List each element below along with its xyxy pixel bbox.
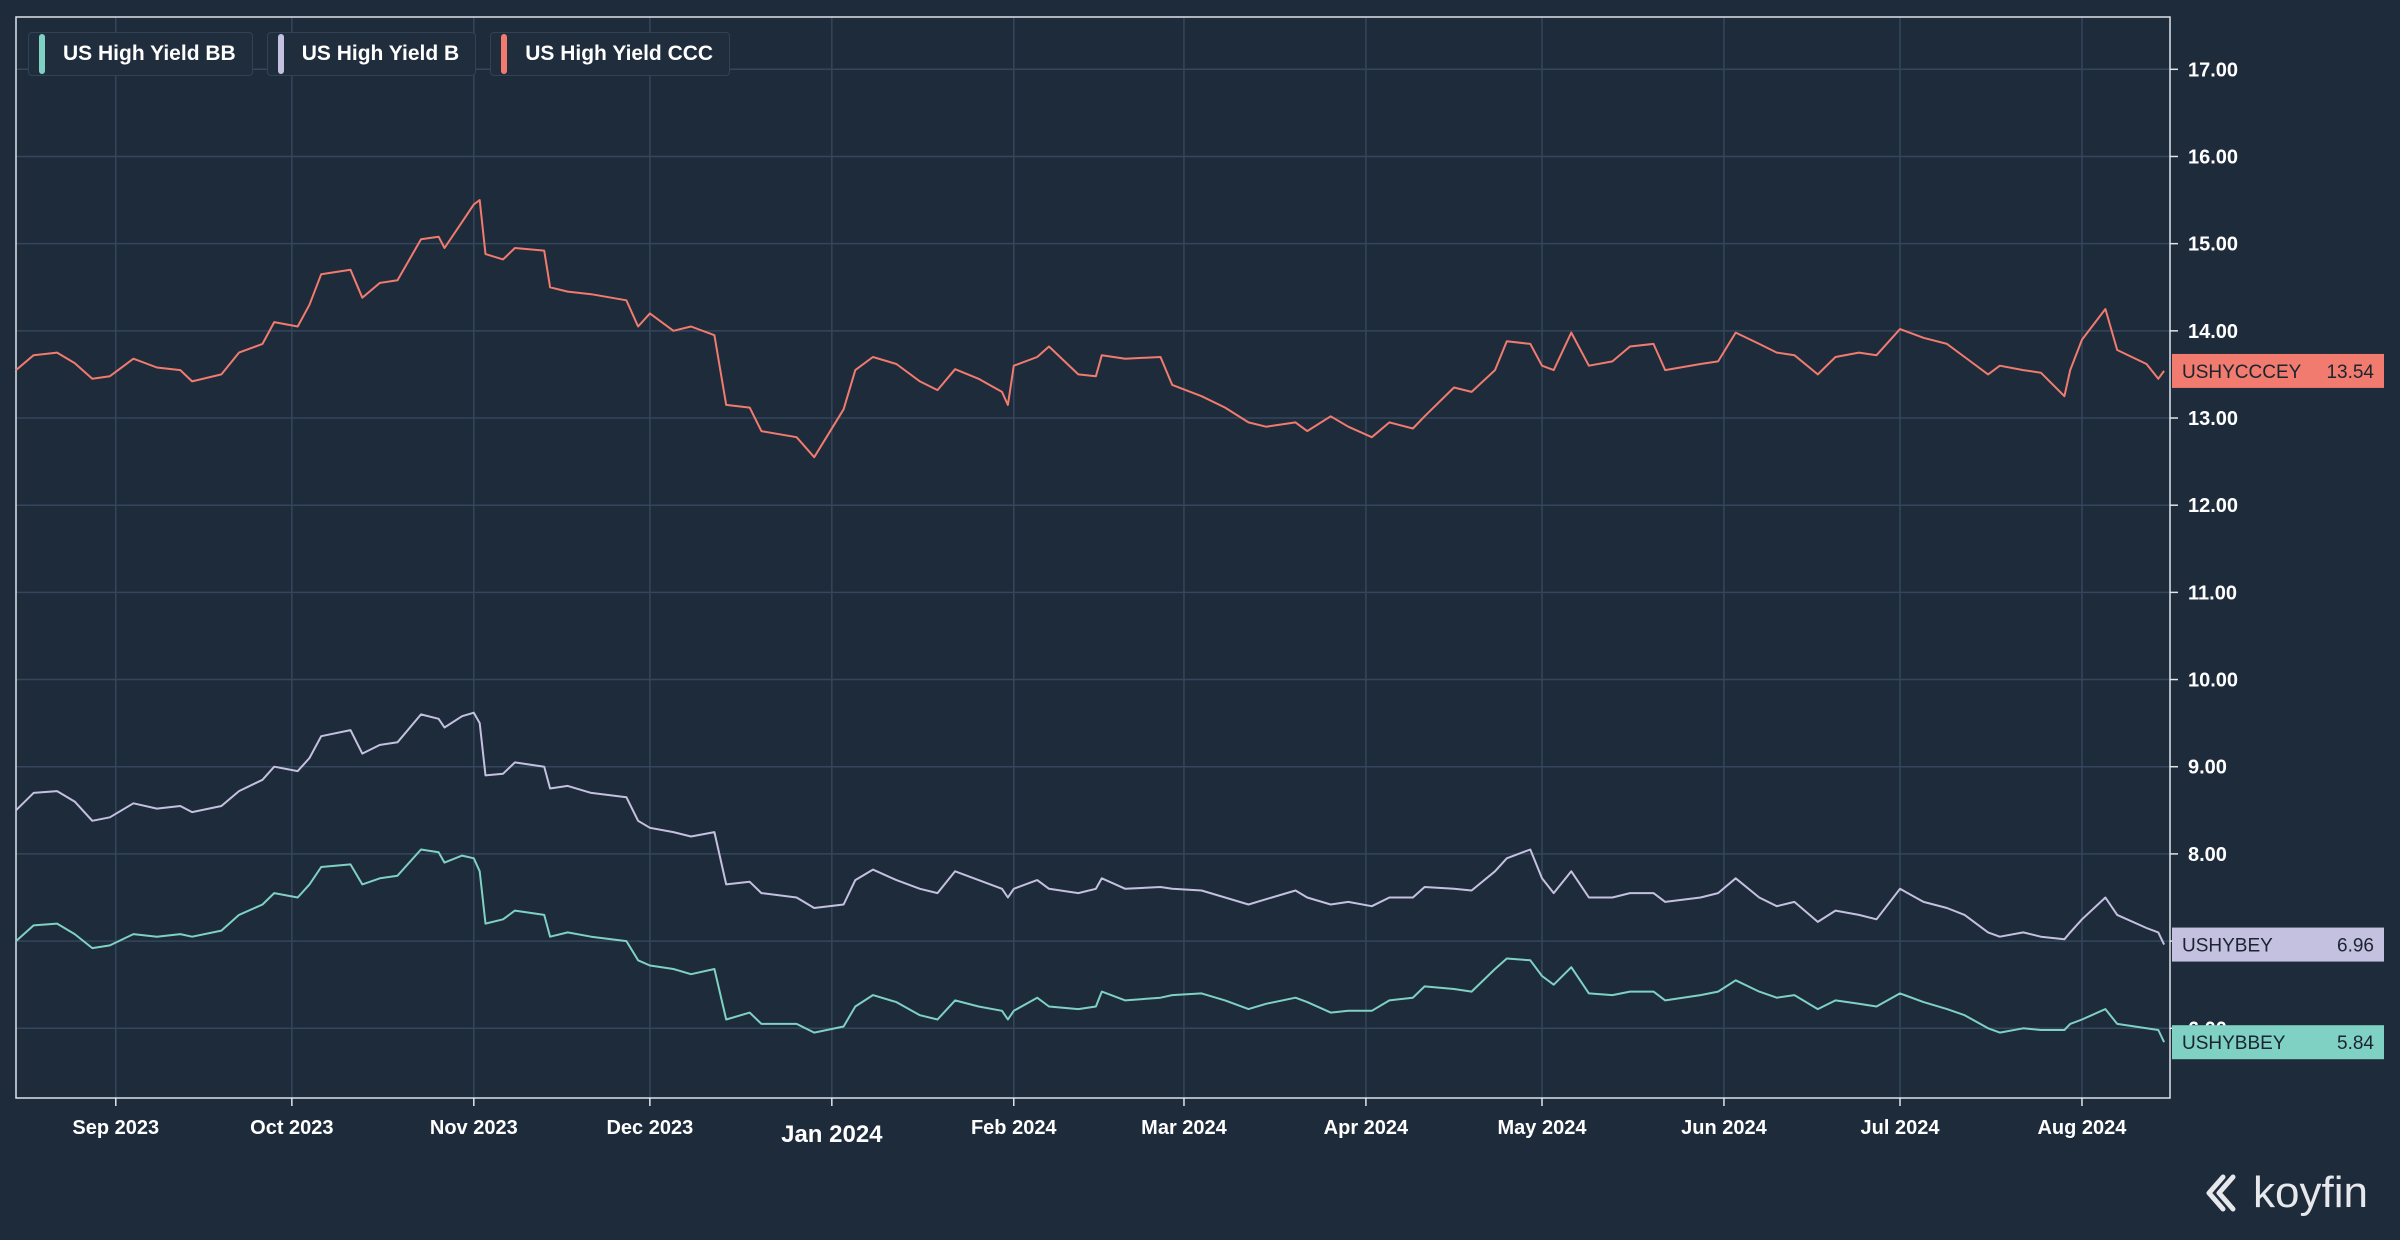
last-value-badge-ushybey: USHYBEY 6.96 bbox=[2172, 927, 2384, 962]
y-tick-label: 15.00 bbox=[2188, 234, 2238, 256]
last-value-badges: USHYCCCEY 13.54 USHYBEY 6.96 USHYBBEY 5.84 bbox=[2172, 353, 2384, 1060]
badge-ticker: USHYBBEY bbox=[2182, 1033, 2286, 1054]
x-tick-label: Jun 2024 bbox=[1681, 1117, 1767, 1139]
legend-label-b: US High Yield B bbox=[301, 42, 460, 65]
legend-label-ccc: US High Yield CCC bbox=[525, 42, 714, 65]
x-tick-label: Feb 2024 bbox=[971, 1117, 1057, 1139]
legend-swatch-ccc bbox=[501, 34, 508, 74]
badge-ticker: USHYCCCEY bbox=[2182, 362, 2302, 383]
y-tick-label: 12.00 bbox=[2188, 495, 2238, 517]
legend-swatch-bb bbox=[39, 34, 45, 74]
x-tick-label: Oct 2023 bbox=[250, 1117, 333, 1139]
legend-item-b[interactable]: US High Yield B bbox=[266, 32, 477, 76]
y-tick-label: 9.00 bbox=[2188, 757, 2227, 779]
gridlines bbox=[16, 17, 2170, 1098]
x-tick-label: Nov 2023 bbox=[430, 1117, 518, 1139]
legend-swatch-b bbox=[277, 34, 284, 74]
badge-value: 13.54 bbox=[2326, 362, 2374, 383]
legend: US High Yield BB US High Yield B US High… bbox=[28, 32, 731, 76]
last-value-badge-ushybbey: USHYBBEY 5.84 bbox=[2172, 1025, 2384, 1060]
badge-background bbox=[2172, 927, 2384, 962]
x-tick-label: Apr 2024 bbox=[1324, 1117, 1409, 1139]
legend-item-bb[interactable]: US High Yield BB bbox=[28, 32, 253, 76]
series-line-ushycccey[interactable] bbox=[15, 199, 2165, 459]
badge-ticker: USHYBEY bbox=[2182, 936, 2273, 957]
y-tick-label: 13.00 bbox=[2188, 408, 2238, 430]
x-tick-label: Aug 2024 bbox=[2037, 1117, 2127, 1139]
koyfin-logo-icon bbox=[2206, 1174, 2236, 1212]
series-line-ushybey[interactable] bbox=[15, 711, 2166, 946]
y-tick-label: 16.00 bbox=[2188, 146, 2238, 168]
x-tick-label: Mar 2024 bbox=[1141, 1117, 1227, 1139]
x-tick-label: Dec 2023 bbox=[606, 1117, 693, 1139]
y-axis: 17.00 16.00 15.00 14.00 13.00 12.00 11.00 10.00… bbox=[2170, 59, 2238, 1040]
plot-area bbox=[15, 16, 2171, 1099]
y-tick-label: 17.00 bbox=[2188, 59, 2238, 81]
last-value-badge-ushycccey: USHYCCCEY 13.54 bbox=[2172, 353, 2384, 388]
badge-value: 6.96 bbox=[2337, 936, 2374, 957]
x-tick-label: Sep 2023 bbox=[72, 1117, 159, 1139]
x-tick-label: Jan 2024 bbox=[781, 1121, 883, 1148]
x-axis: Sep 2023 Oct 2023 Nov 2023 Dec 2023 Jan 2024… bbox=[72, 1098, 2127, 1148]
y-tick-label: 10.00 bbox=[2188, 670, 2238, 692]
y-tick-label: 8.00 bbox=[2188, 844, 2227, 866]
x-tick-label: Jul 2024 bbox=[1861, 1117, 1941, 1139]
x-tick-label: May 2024 bbox=[1498, 1117, 1588, 1139]
y-tick-label: 14.00 bbox=[2188, 321, 2238, 343]
badge-background bbox=[2172, 353, 2384, 388]
koyfin-logo[interactable]: koyfin bbox=[2203, 1168, 2368, 1218]
legend-item-ccc[interactable]: US High Yield CCC bbox=[490, 32, 731, 76]
series-line-ushybbey[interactable] bbox=[15, 848, 2166, 1043]
koyfin-logo-text: koyfin bbox=[2253, 1168, 2368, 1217]
badge-value: 5.84 bbox=[2337, 1033, 2374, 1054]
y-tick-label: 11.00 bbox=[2188, 582, 2237, 604]
badge-background bbox=[2172, 1025, 2384, 1060]
series-lines bbox=[15, 199, 2166, 1043]
legend-label-bb: US High Yield BB bbox=[63, 42, 236, 65]
